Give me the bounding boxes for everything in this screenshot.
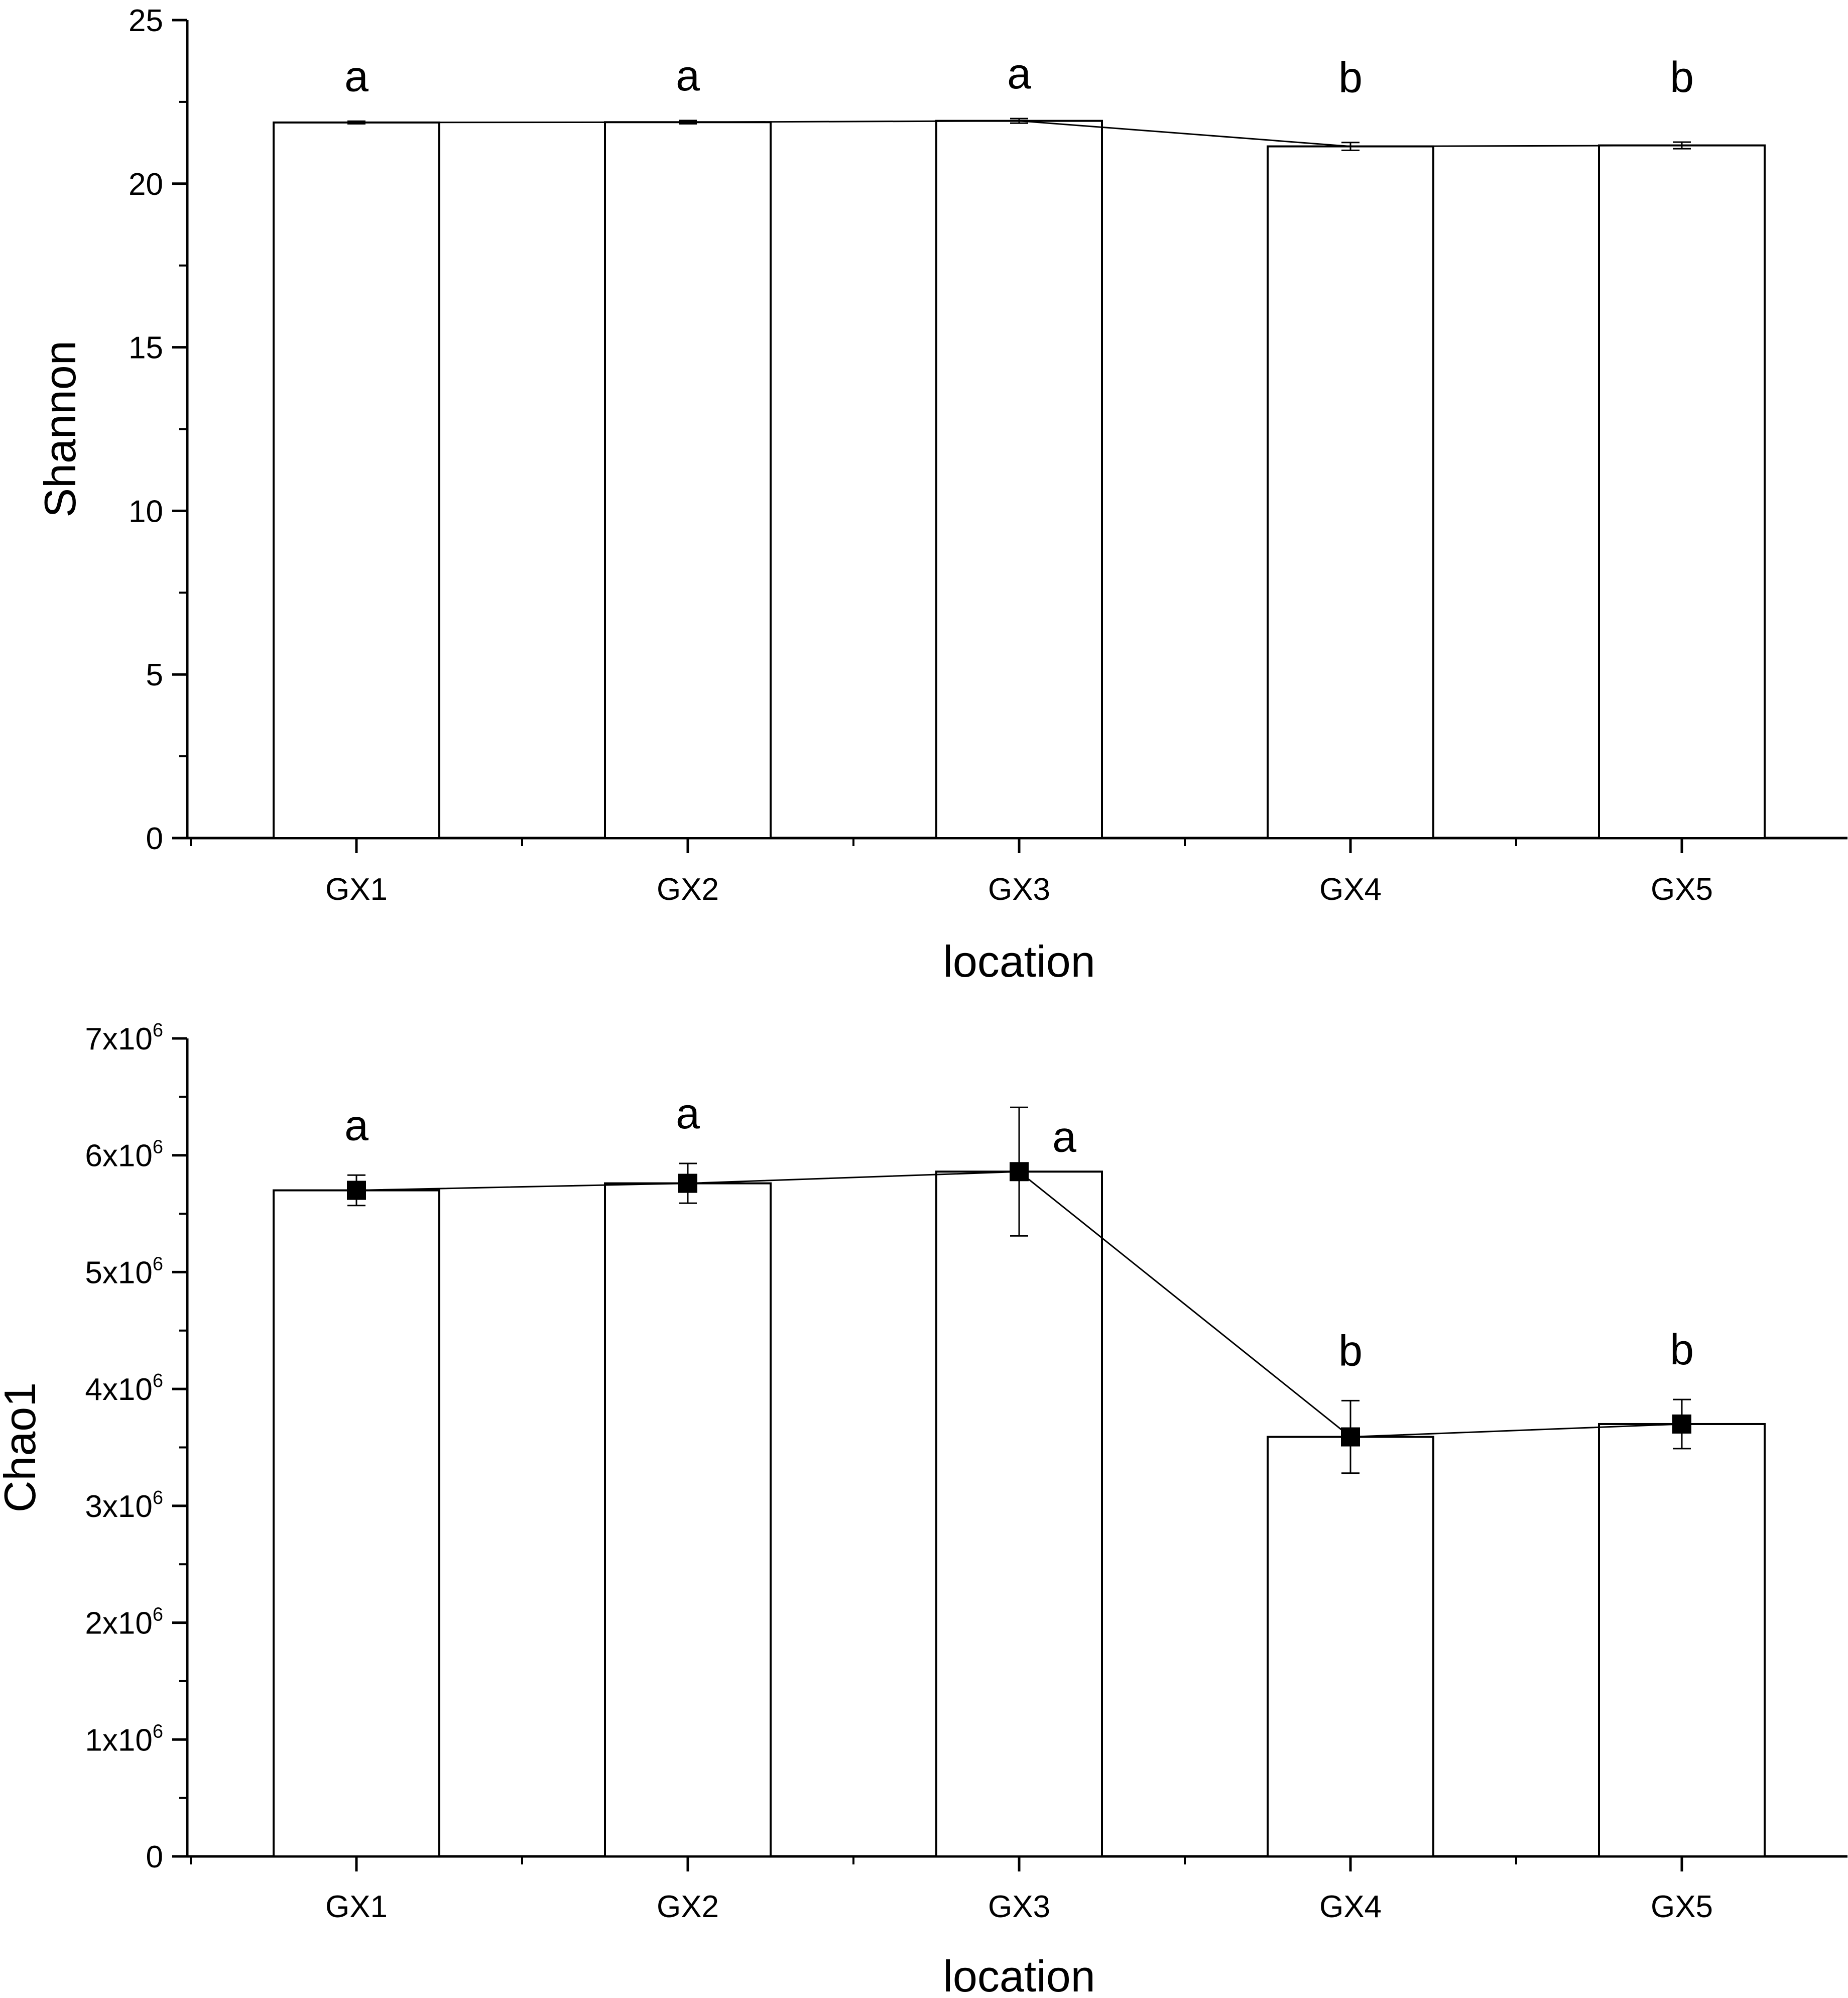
significance-letter: b (1670, 1326, 1694, 1374)
y-tick-mantissa: 7x10 (85, 1022, 152, 1056)
bar (273, 1189, 440, 1857)
y-tick-label: 5 (146, 658, 163, 692)
bar (1267, 145, 1434, 840)
y-tick-label: 15 (129, 331, 163, 366)
y-tick-exponent: 6 (153, 1721, 163, 1742)
x-tick-label: GX1 (325, 1890, 388, 1924)
significance-letter: a (344, 1101, 368, 1149)
y-tick-exponent: 6 (153, 1370, 163, 1391)
bar (935, 120, 1103, 840)
significance-letter: a (676, 52, 700, 100)
shannon-panel: 0 5 10 15 20 25 GX1 GX2 GX3 GX4 GX5 a a a b b location Sh… (35, 4, 1847, 986)
bar (1598, 1423, 1766, 1857)
data-point-marker (1672, 1414, 1691, 1434)
x-axis-title: location (943, 1951, 1095, 1998)
y-tick-label: 0 (146, 1840, 163, 1874)
y-tick-mantissa: 4x10 (85, 1372, 152, 1407)
y-tick-exponent: 6 (153, 1604, 163, 1625)
y-tick-mantissa: 6x10 (85, 1139, 152, 1173)
y-axis-title: Chao1 (0, 1382, 45, 1512)
significance-letter: a (1007, 50, 1031, 98)
x-tick-label: GX3 (988, 872, 1050, 907)
y-tick-exponent: 6 (153, 1137, 163, 1158)
x-tick-label: GX4 (1319, 1890, 1382, 1924)
x-tick-label: GX1 (325, 872, 388, 907)
y-tick-label: 25 (129, 4, 163, 38)
y-tick-label: 6x106 (85, 1137, 163, 1173)
x-tick-label: GX5 (1651, 872, 1713, 907)
significance-letter: a (676, 1090, 700, 1138)
data-point-marker (1341, 1427, 1360, 1447)
y-tick-label: 4x106 (85, 1370, 163, 1407)
y-tick-exponent: 6 (153, 1020, 163, 1041)
significance-letter: b (1338, 54, 1363, 102)
x-tick-label: GX4 (1319, 872, 1382, 907)
y-axis-title: Shannon (35, 340, 85, 517)
data-point-marker (1010, 1162, 1029, 1182)
y-tick-exponent: 6 (153, 1253, 163, 1274)
y-tick-label: 10 (129, 494, 163, 529)
y-tick-label: 7x106 (85, 1020, 163, 1056)
bar (1598, 144, 1766, 840)
significance-letter: b (1338, 1327, 1363, 1375)
y-tick-mantissa: 2x10 (85, 1606, 152, 1641)
y-tick-mantissa: 3x10 (85, 1489, 152, 1524)
x-tick-label: GX2 (657, 872, 719, 907)
data-point-marker (678, 1173, 697, 1193)
bar (935, 1170, 1103, 1857)
y-tick-label: 5x106 (85, 1253, 163, 1290)
y-tick-label: 3x106 (85, 1487, 163, 1524)
y-tick-mantissa: 5x10 (85, 1255, 152, 1290)
bar (604, 121, 772, 839)
x-tick-label: GX5 (1651, 1890, 1713, 1924)
bar (1267, 1436, 1434, 1857)
y-tick-label: 0 (146, 821, 163, 856)
x-tick-label: GX2 (657, 1890, 719, 1924)
data-point-marker (347, 1181, 366, 1200)
y-tick-mantissa: 1x10 (85, 1723, 152, 1757)
x-tick-label: GX3 (988, 1890, 1050, 1924)
y-tick-exponent: 6 (153, 1487, 163, 1508)
significance-letter: a (344, 52, 368, 100)
significance-letter: a (1052, 1113, 1076, 1161)
significance-letter: b (1670, 53, 1694, 101)
bar (604, 1182, 772, 1857)
y-tick-label: 20 (129, 167, 163, 202)
y-tick-label: 1x106 (85, 1721, 163, 1757)
x-axis-title: location (943, 936, 1095, 986)
bar (273, 121, 440, 839)
y-tick-label: 2x106 (85, 1604, 163, 1641)
y-tick-mantissa: 0 (146, 1840, 163, 1874)
